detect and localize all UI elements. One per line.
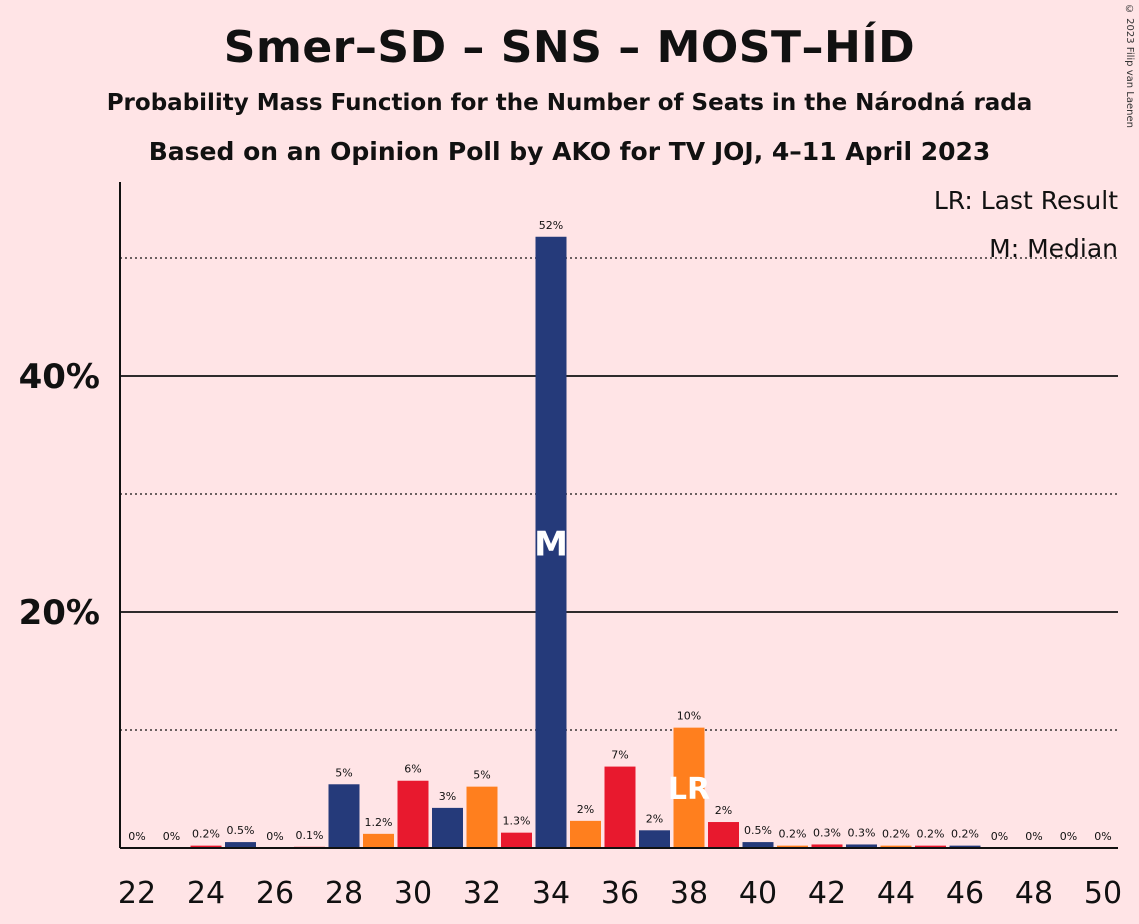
x-tick-24: 24: [187, 876, 225, 911]
data-label-48: 0%: [1025, 830, 1042, 843]
data-label-42: 0.3%: [813, 826, 841, 839]
data-label-26: 0%: [266, 830, 283, 843]
bar-44: [880, 845, 912, 848]
data-label-41: 0.2%: [779, 828, 807, 841]
x-tick-40: 40: [739, 876, 777, 911]
bar-38: [673, 727, 705, 848]
bar-36: [604, 766, 636, 848]
data-label-47: 0%: [991, 830, 1008, 843]
bar-markers: M LR: [534, 524, 710, 806]
bar-29: [363, 833, 394, 848]
bar-46: [949, 845, 981, 848]
data-label-43: 0.3%: [848, 826, 876, 839]
chart-title: Smer–SD – SNS – MOST–HÍD: [223, 22, 916, 73]
bar-42: [811, 844, 843, 848]
data-label-24: 0.2%: [192, 828, 220, 841]
data-label-36: 7%: [611, 749, 628, 762]
x-tick-38: 38: [670, 876, 708, 911]
last-result-marker: LR: [668, 772, 710, 807]
bar-30: [397, 780, 429, 848]
bars: [190, 236, 981, 848]
y-tick-labels: 20% 40%: [19, 357, 100, 633]
bar-24: [190, 845, 222, 848]
data-label-28: 5%: [335, 766, 352, 779]
data-label-30: 6%: [404, 763, 421, 776]
x-tick-50: 50: [1084, 876, 1122, 911]
bar-45: [915, 845, 946, 848]
y-tick-20%: 20%: [19, 593, 100, 633]
median-marker: M: [534, 524, 568, 564]
data-label-49: 0%: [1060, 830, 1077, 843]
x-tick-26: 26: [256, 876, 294, 911]
data-label-40: 0.5%: [744, 824, 772, 837]
bar-43: [846, 844, 877, 848]
data-label-44: 0.2%: [882, 828, 910, 841]
data-label-34: 52%: [539, 219, 563, 232]
data-label-38: 10%: [677, 710, 701, 723]
data-label-50: 0%: [1094, 830, 1111, 843]
x-tick-44: 44: [877, 876, 915, 911]
x-tick-30: 30: [394, 876, 432, 911]
data-label-35: 2%: [577, 803, 594, 816]
x-tick-labels: 22 24 26 28 30 32 34 36 38 40 42 44 46 48 50: [118, 876, 1122, 911]
data-label-25: 0.5%: [227, 824, 255, 837]
copyright-notice: © 2023 Filip van Laenen: [1124, 4, 1135, 128]
bar-41: [777, 845, 808, 848]
bar-35: [570, 820, 601, 848]
data-label-46: 0.2%: [951, 828, 979, 841]
x-tick-22: 22: [118, 876, 156, 911]
data-label-23: 0%: [163, 830, 180, 843]
y-tick-40%: 40%: [19, 357, 100, 397]
x-tick-46: 46: [946, 876, 984, 911]
x-tick-28: 28: [325, 876, 363, 911]
x-tick-42: 42: [808, 876, 846, 911]
legend-last-result: LR: Last Result: [934, 186, 1118, 215]
x-tick-34: 34: [532, 876, 570, 911]
data-labels: 0% 0% 0.2% 0.5% 0% 0.1% 5% 1.2% 6% 3% 5% 1.3% 52% 2% 7…: [128, 219, 1111, 843]
chart-subtitle: Probability Mass Function for the Number…: [106, 90, 1033, 116]
data-label-31: 3%: [439, 790, 456, 803]
bar-32: [466, 786, 498, 848]
bar-39: [708, 822, 739, 848]
bar-31: [432, 807, 463, 848]
chart-subtitle-poll: Based on an Opinion Poll by AKO for TV J…: [148, 137, 991, 166]
data-label-32: 5%: [473, 769, 490, 782]
data-label-45: 0.2%: [917, 828, 945, 841]
bar-25: [225, 842, 256, 848]
data-label-37: 2%: [646, 812, 663, 825]
x-tick-48: 48: [1015, 876, 1053, 911]
bar-40: [742, 842, 774, 848]
gridlines: [120, 257, 1118, 731]
bar-28: [328, 784, 360, 848]
legend-median: M: Median: [989, 234, 1118, 263]
bar-34: [535, 236, 567, 848]
bar-33: [501, 832, 532, 848]
data-label-29: 1.2%: [365, 816, 393, 829]
bar-37: [639, 830, 670, 848]
data-label-27: 0.1%: [296, 829, 324, 842]
data-label-39: 2%: [715, 804, 732, 817]
data-label-22: 0%: [128, 830, 145, 843]
x-tick-36: 36: [601, 876, 639, 911]
data-label-33: 1.3%: [503, 815, 531, 828]
x-tick-32: 32: [463, 876, 501, 911]
